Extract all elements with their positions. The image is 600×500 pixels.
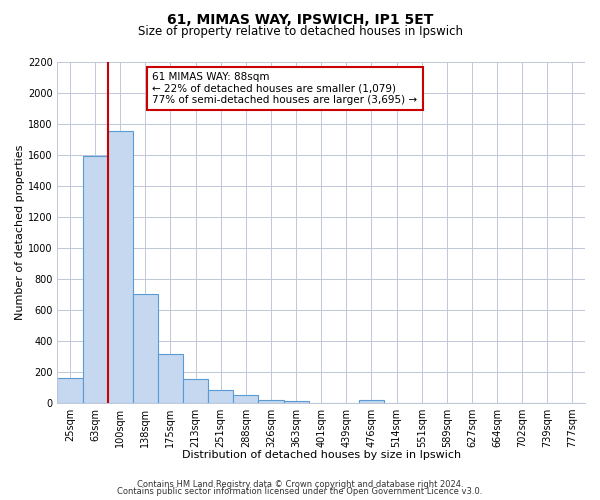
Bar — [208, 390, 233, 403]
Bar — [359, 400, 384, 403]
Y-axis label: Number of detached properties: Number of detached properties — [15, 144, 25, 320]
Text: Contains HM Land Registry data © Crown copyright and database right 2024.: Contains HM Land Registry data © Crown c… — [137, 480, 463, 489]
Bar — [158, 354, 183, 403]
Bar — [107, 132, 133, 403]
Bar — [259, 400, 284, 403]
Text: 61 MIMAS WAY: 88sqm
← 22% of detached houses are smaller (1,079)
77% of semi-det: 61 MIMAS WAY: 88sqm ← 22% of detached ho… — [152, 72, 418, 105]
Text: 61, MIMAS WAY, IPSWICH, IP1 5ET: 61, MIMAS WAY, IPSWICH, IP1 5ET — [167, 12, 433, 26]
Bar — [133, 294, 158, 403]
X-axis label: Distribution of detached houses by size in Ipswich: Distribution of detached houses by size … — [182, 450, 461, 460]
Text: Contains public sector information licensed under the Open Government Licence v3: Contains public sector information licen… — [118, 487, 482, 496]
Text: Size of property relative to detached houses in Ipswich: Size of property relative to detached ho… — [137, 25, 463, 38]
Bar — [183, 379, 208, 403]
Bar — [233, 395, 259, 403]
Bar — [284, 400, 308, 403]
Bar — [83, 156, 107, 403]
Bar — [58, 378, 83, 403]
